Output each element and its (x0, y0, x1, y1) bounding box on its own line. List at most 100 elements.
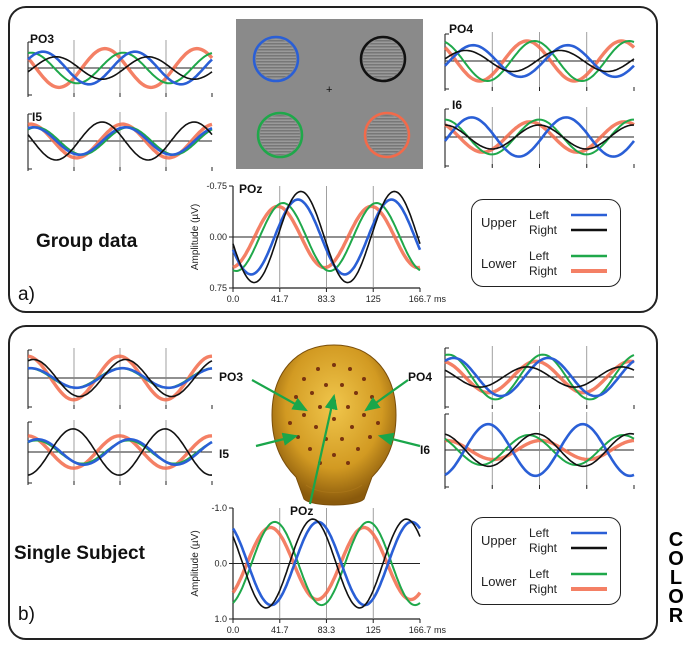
y-tick-label: -1.0 (211, 503, 227, 513)
pointer-arrow (251, 379, 308, 412)
y-tick-label: 0.0 (214, 559, 227, 569)
legend-entry-label: Right (529, 223, 558, 237)
electrode-dot (332, 453, 336, 457)
upper-right-trace (232, 190, 421, 284)
electrode-dot (362, 377, 366, 381)
x-tick-label: 0.0 (227, 625, 240, 635)
y-axis-label: Amplitude (µV) (190, 530, 201, 596)
upper-right-ring (359, 35, 407, 83)
upper-right-trace (444, 366, 635, 388)
upper-right-trace (27, 428, 212, 476)
pointer-arrow (377, 432, 421, 448)
upper-right-trace (27, 121, 213, 161)
x-tick-label: 0.0 (227, 294, 240, 304)
x-tick-label: 83.3 (318, 625, 336, 635)
x-unit-label: ms (434, 625, 446, 635)
lower-left-trace (232, 201, 421, 273)
electrode-dot (314, 425, 318, 429)
electrode-dot (346, 461, 350, 465)
electrode-dot (288, 421, 292, 425)
main-plot-poz: -0.75 0.00 0.750.0 41.7 83.3 125 166.7 ms Amplit… (190, 181, 446, 304)
electrode-dot (368, 435, 372, 439)
x-tick-label: 125 (366, 625, 381, 635)
electrode-dot (340, 383, 344, 387)
panel-a-title: Group data (36, 231, 138, 252)
pointer-arrow (255, 432, 299, 448)
lower-left-trace (232, 520, 421, 607)
upper-left-trace (27, 50, 213, 86)
upper-left-trace (27, 126, 213, 156)
lower-right-trace (27, 354, 213, 402)
trace-plot-po4 (443, 32, 636, 91)
electrode-dot (354, 391, 358, 395)
upper-left-trace (444, 356, 635, 398)
upper-left-trace (444, 422, 635, 478)
y-tick-label: 0.00 (209, 232, 227, 242)
electrode-dot (348, 367, 352, 371)
electrode-label-poz: POz (290, 504, 314, 518)
panel-b-label: b) (18, 604, 35, 625)
electrode-pointer-arrows (251, 379, 421, 505)
electrode-dot (332, 363, 336, 367)
electrode-dot (332, 417, 336, 421)
lower-left-trace (27, 51, 213, 85)
lower-right-ring (363, 111, 411, 159)
panel-b-title: Single Subject (14, 543, 145, 564)
electrode-dot (302, 413, 306, 417)
head-shape (271, 344, 397, 506)
electrode-dot (318, 405, 322, 409)
upper-right-trace (444, 49, 635, 73)
x-tick-label: 125 (366, 294, 381, 304)
grating-patch (256, 39, 296, 79)
x-tick-label: 166.7 (409, 294, 432, 304)
trace-label-i5: I5 (32, 110, 43, 124)
legend-group-upper: Upper (481, 533, 517, 548)
lower-left-trace (444, 353, 635, 401)
upper-right-trace (444, 432, 635, 468)
x-tick-label: 83.3 (318, 294, 336, 304)
electrode-dot (376, 421, 380, 425)
lower-left-ring (256, 111, 304, 159)
upper-left-ring (252, 35, 300, 83)
electrode-dot (310, 391, 314, 395)
upper-right-trace (444, 124, 635, 150)
legend-group-lower: Lower (481, 256, 517, 271)
subject-trace-plot-po3 (27, 348, 213, 409)
panel-a-label: a) (18, 284, 35, 305)
x-tick-label: 41.7 (271, 294, 289, 304)
upper-left-trace (443, 116, 636, 158)
trace-label-po3: PO3 (30, 32, 55, 46)
lower-right-trace (27, 434, 213, 470)
electrode-dot (340, 437, 344, 441)
legend-group-lower: Lower (481, 574, 517, 589)
electrode-label-po3: PO3 (219, 370, 244, 384)
electrode-dot (350, 425, 354, 429)
trace-label-po4: PO4 (449, 22, 474, 36)
electrode-label-po4: PO4 (408, 370, 433, 384)
legend-entry-label: Right (529, 264, 558, 278)
upper-left-trace (231, 198, 422, 276)
lower-left-trace (444, 433, 635, 467)
trace-plot-po3 (26, 40, 214, 97)
lower-right-trace (443, 39, 636, 83)
trace-label-i6: I6 (452, 98, 463, 112)
trace-plot-i5 (27, 112, 213, 171)
legend-entry-label: Left (529, 208, 550, 222)
lower-left-trace (444, 118, 634, 156)
legend-group-upper: Upper (481, 215, 517, 230)
legend-entry-label: Right (529, 582, 558, 596)
legend-entry-label: Right (529, 541, 558, 555)
subject-trace-plot-i5 (27, 420, 213, 485)
grating-patch (363, 39, 403, 79)
upper-left-trace (27, 438, 213, 466)
electrode-label-i5: I5 (219, 447, 230, 461)
electrode-label-i6: I6 (420, 443, 431, 457)
main-plot-label-poz: POz (239, 182, 263, 196)
pointer-arrow (364, 379, 409, 412)
color-side-letter: C (668, 529, 684, 551)
grating-patch (367, 115, 407, 155)
legend-entry-label: Left (529, 567, 550, 581)
color-side-letter: L (669, 567, 683, 589)
electrode-dot (362, 413, 366, 417)
